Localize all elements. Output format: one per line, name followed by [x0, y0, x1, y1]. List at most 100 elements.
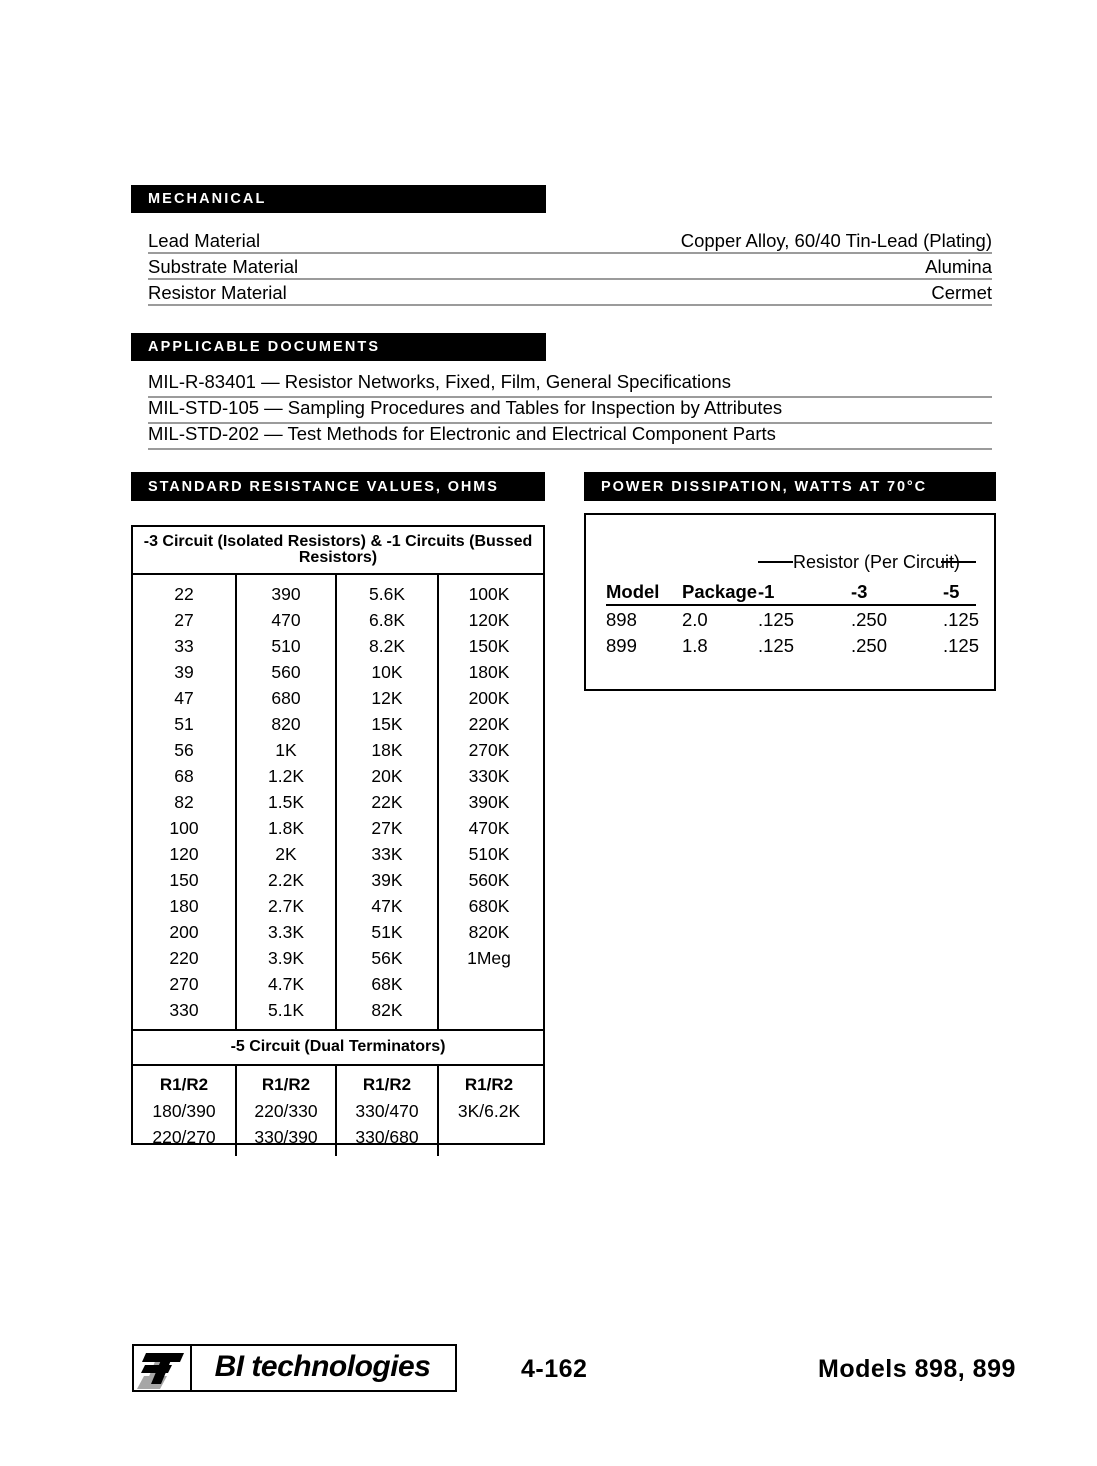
resistance-cell: 470 — [271, 610, 301, 630]
section-header-applicable-documents-label: APPLICABLE DOCUMENTS — [148, 339, 381, 355]
resistance-cell: 510K — [468, 844, 510, 864]
resistance-cell-empty — [439, 997, 539, 1023]
resistance-cell: 12K — [371, 688, 403, 708]
resistance-cell: 220 — [169, 948, 199, 968]
resistance-cell: 27 — [174, 610, 194, 630]
resistance-cell: 82K — [371, 1000, 403, 1020]
resistance-cell: 5.6K — [369, 584, 405, 604]
resistance-cell: 33 — [174, 636, 194, 656]
resistance-value-grid: 22 27 33 39 47 51 56 68 82 100 120 150 1… — [133, 575, 543, 1029]
resistance-cell: 1.5K — [268, 792, 304, 812]
resistance-cell: 68K — [371, 974, 403, 994]
resistance-column-4: 100K 120K 150K 180K 200K 220K 270K 330K … — [439, 575, 539, 1029]
dual-cell: 220/330 — [254, 1101, 318, 1121]
resistor-span-rule-left — [758, 561, 793, 563]
dual-terminator-grid: R1/R2 180/390 220/270 R1/R2 220/330 330/… — [133, 1066, 543, 1156]
section-header-applicable-documents: APPLICABLE DOCUMENTS — [131, 333, 546, 361]
dual-column-header: R1/R2 — [261, 1075, 311, 1094]
dual-cell-empty — [439, 1124, 539, 1150]
spec-label-substrate-material: Substrate Material — [148, 255, 299, 277]
resistance-cell: 10K — [371, 662, 403, 682]
resistance-band-dual: -5 Circuit (Dual Terminators) — [133, 1029, 543, 1066]
power-header-model: Model — [606, 581, 660, 602]
resistance-cell: 51K — [371, 922, 403, 942]
brand-logo: BI technologies — [132, 1344, 457, 1392]
resistance-cell: 1Meg — [467, 948, 511, 968]
resistance-cell: 200 — [169, 922, 199, 942]
resistance-cell: 470K — [468, 818, 510, 838]
resistance-cell: 330 — [169, 1000, 199, 1020]
resistance-cell: 56 — [174, 740, 194, 760]
dual-cell: 220/270 — [152, 1127, 216, 1147]
resistor-span-label: Resistor (Per Circuit) — [793, 552, 961, 572]
document-row-mil-std-105: MIL-STD-105 — Sampling Procedures and Ta… — [148, 398, 992, 424]
resistance-cell: 1K — [275, 740, 297, 760]
dual-column-header: R1/R2 — [464, 1075, 514, 1094]
resistance-column-1: 22 27 33 39 47 51 56 68 82 100 120 150 1… — [133, 575, 237, 1029]
resistance-cell: 560 — [271, 662, 301, 682]
resistance-cell: 120 — [169, 844, 199, 864]
spec-row-resistor-material: Resistor Material Cermet — [148, 280, 992, 306]
dual-column-2: R1/R2 220/330 330/390 — [237, 1066, 337, 1156]
resistance-cell: 1.2K — [268, 766, 304, 786]
resistance-cell: 150 — [169, 870, 199, 890]
resistance-cell: 56K — [371, 948, 403, 968]
document-row-mil-std-202: MIL-STD-202 — Test Methods for Electroni… — [148, 424, 992, 450]
section-header-mechanical: MECHANICAL — [131, 185, 546, 213]
spec-value-lead-material: Copper Alloy, 60/40 Tin-Lead (Plating) — [680, 229, 992, 251]
spec-label-lead-material: Lead Material — [148, 229, 261, 251]
dual-column-4: R1/R2 3K/6.2K — [439, 1066, 539, 1156]
resistance-cell: 100 — [169, 818, 199, 838]
resistance-cell: 33K — [371, 844, 403, 864]
resistance-cell: 680K — [468, 896, 510, 916]
power-header-circuit-1: -1 — [758, 581, 775, 602]
spec-label-resistor-material: Resistor Material — [148, 281, 287, 303]
resistance-cell: 180 — [169, 896, 199, 916]
resistance-cell: 2K — [275, 844, 297, 864]
dual-column-header: R1/R2 — [159, 1075, 209, 1094]
resistance-cell: 2.7K — [268, 896, 304, 916]
resistance-cell: 39K — [371, 870, 403, 890]
resistance-cell: 200K — [468, 688, 510, 708]
power-row-898-circuit-3: .250 — [851, 609, 888, 630]
resistance-cell: 3.3K — [268, 922, 304, 942]
resistance-cell: 22K — [371, 792, 403, 812]
resistance-cell: 270 — [169, 974, 199, 994]
resistance-cell: 560K — [468, 870, 510, 890]
resistance-cell: 390 — [271, 584, 301, 604]
resistance-column-2: 390 470 510 560 680 820 1K 1.2K 1.5K 1.8… — [237, 575, 337, 1029]
section-header-mechanical-label: MECHANICAL — [148, 191, 267, 207]
power-row-898-circuit-1: .125 — [758, 609, 795, 630]
bi-technologies-mark-icon — [134, 1346, 192, 1390]
model-reference: Models 898, 899 — [818, 1355, 1016, 1383]
dual-column-header: R1/R2 — [362, 1075, 412, 1094]
dual-column-1: R1/R2 180/390 220/270 — [133, 1066, 237, 1156]
dual-column-3: R1/R2 330/470 330/680 — [337, 1066, 439, 1156]
resistance-cell: 150K — [468, 636, 510, 656]
brand-wordmark: BI technologies — [214, 1349, 431, 1383]
resistance-column-3: 5.6K 6.8K 8.2K 10K 12K 15K 18K 20K 22K 2… — [337, 575, 439, 1029]
resistance-cell: 39 — [174, 662, 194, 682]
section-header-power-dissipation-label: POWER DISSIPATION, WATTS AT 70°C — [601, 478, 927, 495]
resistance-cell: 3.9K — [268, 948, 304, 968]
power-header-package: Package — [682, 581, 758, 602]
resistance-cell: 100K — [468, 584, 510, 604]
resistance-cell: 390K — [468, 792, 510, 812]
resistance-cell: 15K — [371, 714, 403, 734]
section-header-standard-resistance-values-label: STANDARD RESISTANCE VALUES, OHMS — [148, 478, 499, 495]
power-row-898-model: 898 — [606, 609, 637, 630]
page-number: 4-162 — [521, 1355, 588, 1383]
resistance-cell: 120K — [468, 610, 510, 630]
resistance-cell: 5.1K — [268, 1000, 304, 1020]
resistance-cell: 270K — [468, 740, 510, 760]
resistance-cell: 330K — [468, 766, 510, 786]
spec-row-substrate-material: Substrate Material Alumina — [148, 254, 992, 280]
resistance-cell: 47K — [371, 896, 403, 916]
dual-cell: 180/390 — [152, 1101, 216, 1121]
resistance-cell: 1.8K — [268, 818, 304, 838]
resistance-cell-empty — [439, 971, 539, 997]
power-row-898-package: 2.0 — [682, 609, 708, 630]
resistance-cell: 27K — [371, 818, 403, 838]
resistance-cell: 220K — [468, 714, 510, 734]
power-header-circuit-3: -3 — [851, 581, 868, 602]
